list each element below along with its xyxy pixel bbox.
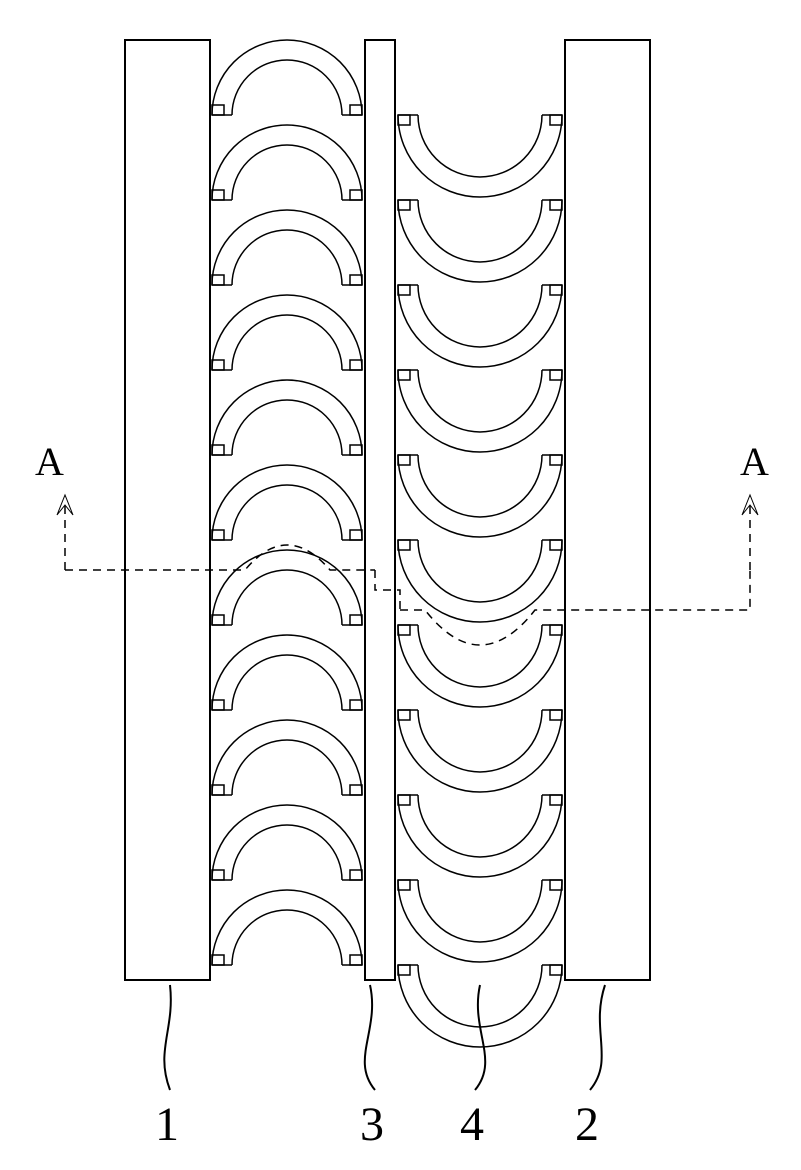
part-label-3: 3 [360,1098,384,1151]
part-label-1: 1 [155,1098,179,1151]
right-arc-stack [398,115,562,1047]
section-label-left: A [35,439,64,484]
technical-diagram: AA 1342 [0,0,801,1170]
section-label-right: A [740,439,769,484]
section-line-aa: AA [35,439,769,645]
left-arc-stack [212,40,362,965]
part-label-4: 4 [460,1098,484,1151]
part-label-2: 2 [575,1098,599,1151]
leader-lines: 1 3 4 2 [155,985,605,1151]
vertical-slabs [125,40,650,980]
